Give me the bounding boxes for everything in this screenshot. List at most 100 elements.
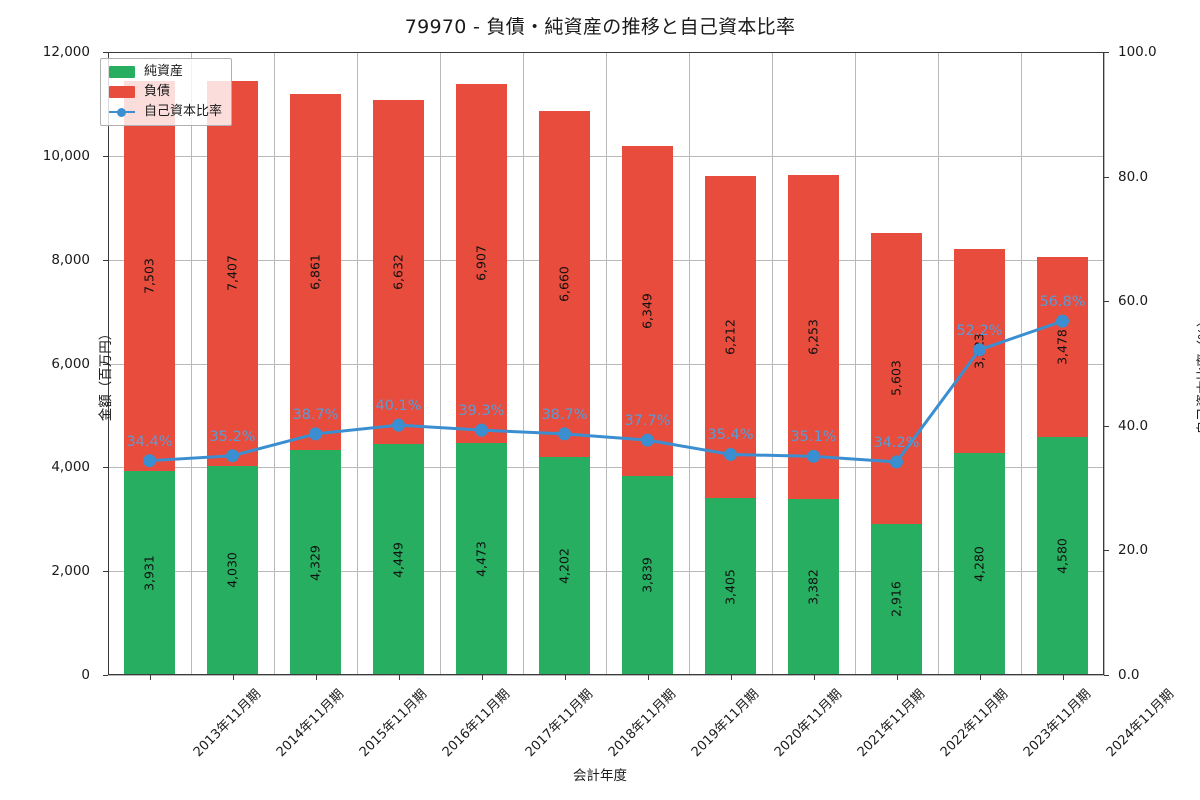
bar-liabilities: 5,603 (870, 232, 923, 524)
bar-equity: 3,839 (621, 475, 674, 675)
legend-swatch-equity (109, 65, 135, 78)
axis-spine-top (108, 52, 1104, 53)
y-axis-left-tick-label: 2,000 (51, 563, 90, 580)
equity-ratio-marker (226, 449, 239, 463)
equity-ratio-value-label: 34.4% (126, 433, 173, 450)
x-axis-tick-mark (979, 675, 981, 680)
y-axis-left-tick-label: 8,000 (51, 251, 90, 268)
y-axis-right-tick-label: 100.0 (1118, 44, 1157, 60)
bar-liabilities: 6,212 (704, 175, 757, 499)
bar-equity: 4,030 (206, 465, 259, 675)
equity-ratio-value-label: 52.2% (956, 322, 1003, 339)
bar-equity: 3,405 (704, 498, 757, 675)
bar-liabilities: 6,632 (372, 99, 425, 444)
legend-swatch-liabilities (109, 85, 135, 98)
bar-equity: 4,329 (289, 450, 342, 675)
bar-liabilities: 6,907 (455, 84, 508, 443)
x-axis-tick-mark (813, 675, 815, 680)
y-axis-left-tick-mark (103, 363, 108, 365)
equity-ratio-marker (890, 455, 903, 469)
y-axis-right-tick-mark (1104, 550, 1109, 552)
x-axis-tick-mark (398, 675, 400, 680)
y-axis-right-tick-mark (1104, 52, 1109, 53)
equity-ratio-value-label: 39.3% (458, 403, 505, 420)
ratio-line-layer (143, 314, 1069, 469)
x-axis-tick-label: 2017年11月期 (522, 686, 596, 761)
y-axis-left-tick-mark (103, 467, 108, 469)
equity-ratio-marker (973, 343, 986, 357)
gridline-vertical (357, 52, 358, 675)
bar-equity: 4,202 (538, 456, 591, 675)
chart-title: 79970 - 負債・純資産の推移と自己資本比率 (404, 16, 796, 38)
equity-ratio-value-label: 40.1% (375, 398, 422, 415)
bar-liabilities: 6,660 (538, 111, 591, 457)
y-axis-right-tick-label: 40.0 (1118, 417, 1149, 434)
y-axis-left-tick-label: 4,000 (51, 459, 90, 476)
x-axis-tick-mark (315, 675, 317, 680)
y-axis-right-tick-mark (1104, 301, 1109, 303)
y-axis-left-tick-label: 0 (81, 667, 90, 683)
equity-ratio-value-label: 38.7% (292, 406, 339, 423)
legend-label-liabilities: 負債 (144, 84, 171, 99)
y-axis-left-tick-mark (103, 155, 108, 157)
x-axis-tick-mark (730, 675, 732, 680)
x-axis-tick-label: 2014年11月期 (273, 686, 347, 761)
axis-spine-bottom (108, 674, 1104, 675)
y-axis-left-tick-mark (103, 259, 108, 261)
y-axis-right-tick-mark (1104, 675, 1109, 676)
x-axis-tick-label: 2020年11月期 (771, 686, 845, 761)
equity-ratio-value-label: 34.2% (873, 434, 920, 451)
gridline-vertical (855, 52, 856, 675)
equity-ratio-value-label: 35.1% (790, 429, 837, 446)
x-axis-tick-mark (149, 675, 151, 680)
bar-liabilities: 6,349 (621, 146, 674, 476)
bar-liabilities: 7,407 (206, 81, 259, 466)
bar-equity: 4,580 (1036, 437, 1089, 675)
x-axis-tick-mark (564, 675, 566, 680)
y-axis-left-tick-mark (103, 675, 108, 676)
y-axis-left-label: 金額（百万円） (98, 326, 114, 422)
y-axis-left-tick-mark (103, 52, 108, 53)
equity-ratio-marker (724, 447, 737, 461)
equity-ratio-marker (1056, 314, 1069, 328)
gridline-vertical (1021, 52, 1022, 675)
axis-spine-right (1103, 52, 1104, 675)
legend-label-equity: 純資産 (144, 64, 184, 79)
gridline-vertical (1104, 52, 1105, 675)
x-axis-tick-mark (481, 675, 483, 680)
x-axis-tick-mark (1062, 675, 1064, 680)
bar-liabilities: 6,861 (289, 94, 342, 451)
y-axis-left-tick-label: 6,000 (51, 355, 90, 372)
bar-equity: 4,280 (953, 452, 1006, 675)
bar-equity: 3,382 (787, 499, 840, 675)
equity-ratio-value-label: 56.8% (1039, 294, 1086, 311)
y-axis-right-tick-mark (1104, 425, 1109, 427)
y-axis-left-tick-mark (103, 571, 108, 573)
gridline-vertical (523, 52, 524, 675)
legend-swatch-equity-ratio (109, 106, 135, 118)
equity-ratio-marker (143, 454, 156, 468)
gridline-vertical (274, 52, 275, 675)
bar-equity: 4,449 (372, 444, 425, 675)
bar-liabilities: 6,253 (787, 174, 840, 500)
x-axis-tick-label: 2021年11月期 (854, 686, 928, 761)
x-axis-tick-label: 2022年11月期 (937, 686, 1011, 761)
gridline-vertical (191, 52, 192, 675)
equity-ratio-value-label: 35.2% (209, 428, 256, 445)
y-axis-right-tick-label: 0.0 (1118, 667, 1140, 683)
y-axis-right-tick-label: 80.0 (1118, 168, 1149, 185)
equity-ratio-marker (807, 449, 820, 463)
bar-liabilities: 3,478 (1036, 256, 1089, 438)
bar-equity: 3,931 (123, 470, 176, 675)
gridline-horizontal (108, 675, 1104, 676)
x-axis-tick-label: 2016年11月期 (439, 686, 513, 761)
y-axis-left-tick-label: 10,000 (42, 147, 90, 164)
gridline-vertical (772, 52, 773, 675)
equity-ratio-line (149, 319, 1063, 464)
x-axis-tick-label: 2023年11月期 (1020, 686, 1094, 761)
equity-ratio-value-label: 37.7% (624, 413, 671, 430)
x-axis-tick-label: 2019年11月期 (688, 686, 762, 761)
equity-ratio-marker (558, 427, 571, 441)
y-axis-right-tick-label: 20.0 (1118, 542, 1149, 559)
